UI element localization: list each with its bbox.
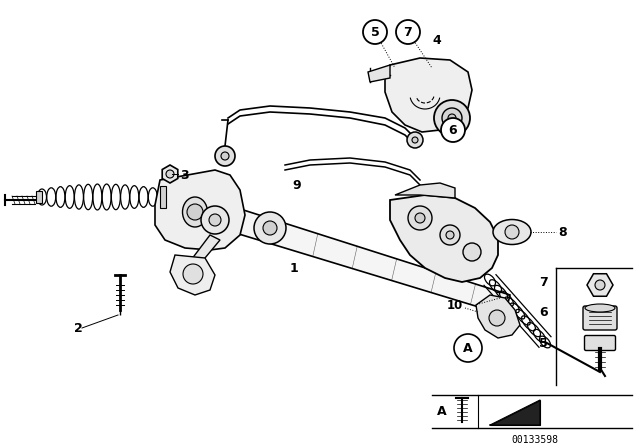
Text: 3: 3 [180,168,189,181]
Text: A: A [437,405,447,418]
Circle shape [463,243,481,261]
Ellipse shape [182,197,207,227]
Polygon shape [368,65,390,82]
Circle shape [166,170,174,178]
Text: 2: 2 [74,322,83,335]
Circle shape [442,108,462,128]
Text: 6: 6 [449,124,458,137]
Circle shape [440,225,460,245]
Polygon shape [160,185,510,315]
Polygon shape [385,58,472,132]
Text: 7: 7 [404,26,412,39]
FancyBboxPatch shape [584,336,616,350]
Text: 7: 7 [540,276,548,289]
Circle shape [412,137,418,143]
Circle shape [415,213,425,223]
Bar [36,191,42,203]
Polygon shape [476,295,520,338]
Text: A: A [463,341,473,354]
Ellipse shape [493,220,531,245]
Text: 5: 5 [371,26,380,39]
Circle shape [505,225,519,239]
Circle shape [396,20,420,44]
Circle shape [201,206,229,234]
Polygon shape [170,255,215,295]
Text: 9: 9 [292,178,301,191]
Polygon shape [390,195,498,282]
Ellipse shape [585,304,615,312]
Circle shape [215,146,235,166]
Circle shape [595,280,605,290]
Polygon shape [395,183,455,198]
Circle shape [187,204,203,220]
Circle shape [454,334,482,362]
Text: 4: 4 [432,34,441,47]
Circle shape [221,152,229,160]
Circle shape [408,206,432,230]
Polygon shape [185,235,220,270]
Circle shape [489,310,505,326]
Circle shape [407,132,423,148]
Text: 5: 5 [540,336,548,349]
Polygon shape [155,170,245,250]
Text: 8: 8 [558,225,566,238]
Circle shape [183,264,203,284]
Circle shape [363,20,387,44]
FancyBboxPatch shape [583,306,617,330]
Text: 6: 6 [540,306,548,319]
Circle shape [446,231,454,239]
Text: 00133598: 00133598 [511,435,559,445]
Circle shape [448,114,456,122]
Circle shape [441,118,465,142]
Circle shape [263,221,277,235]
Polygon shape [490,400,540,425]
Bar [160,186,166,208]
Circle shape [254,212,286,244]
Text: 10: 10 [447,298,463,311]
Circle shape [434,100,470,136]
Circle shape [209,214,221,226]
Text: 1: 1 [290,262,299,275]
